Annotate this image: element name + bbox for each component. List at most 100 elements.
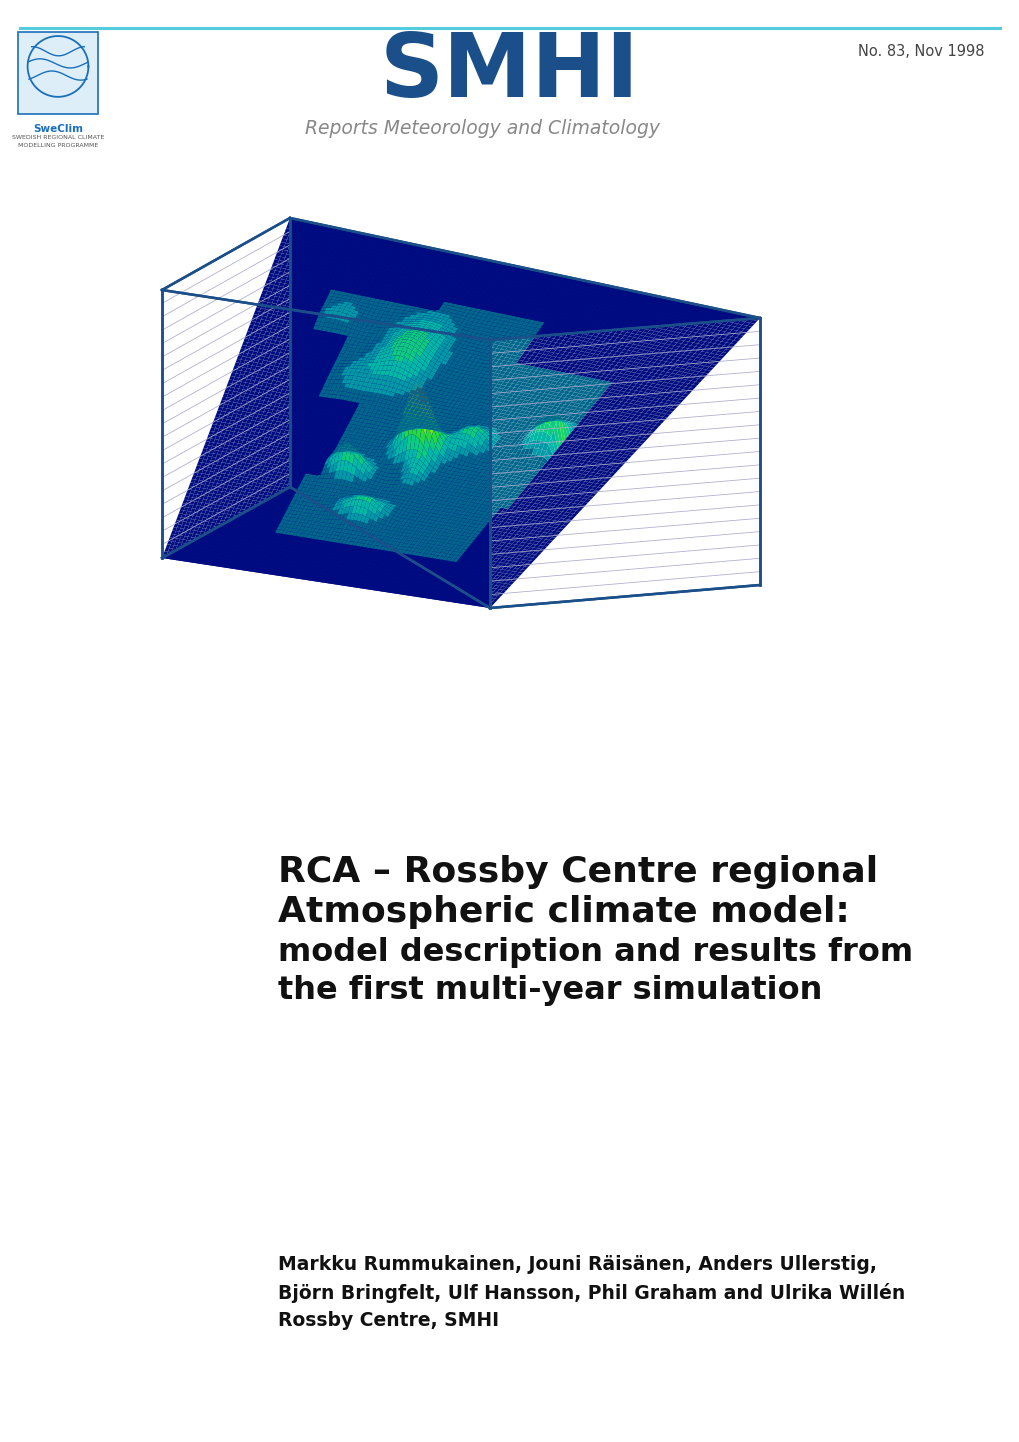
Polygon shape — [391, 360, 397, 366]
Polygon shape — [342, 460, 348, 472]
Polygon shape — [512, 506, 518, 510]
Polygon shape — [292, 479, 299, 483]
Polygon shape — [569, 300, 576, 303]
Polygon shape — [350, 306, 356, 310]
Polygon shape — [393, 590, 399, 594]
Polygon shape — [559, 297, 566, 301]
Polygon shape — [535, 375, 542, 378]
Polygon shape — [522, 322, 528, 326]
Polygon shape — [231, 558, 236, 562]
Polygon shape — [443, 539, 449, 544]
Polygon shape — [594, 330, 601, 333]
Polygon shape — [419, 467, 425, 474]
Polygon shape — [422, 567, 428, 571]
Polygon shape — [679, 362, 686, 365]
Polygon shape — [529, 425, 535, 434]
Polygon shape — [434, 342, 440, 348]
Polygon shape — [495, 521, 501, 525]
Polygon shape — [332, 373, 338, 376]
Polygon shape — [245, 547, 250, 549]
Polygon shape — [305, 412, 311, 417]
Polygon shape — [211, 486, 216, 490]
Polygon shape — [281, 323, 286, 327]
Polygon shape — [494, 565, 500, 570]
Polygon shape — [507, 564, 514, 568]
Polygon shape — [384, 469, 390, 473]
Polygon shape — [207, 434, 212, 438]
Polygon shape — [207, 486, 212, 489]
Polygon shape — [455, 496, 462, 500]
Polygon shape — [271, 326, 277, 330]
Polygon shape — [520, 268, 527, 271]
Polygon shape — [731, 316, 738, 320]
Polygon shape — [207, 456, 212, 460]
Polygon shape — [346, 451, 352, 453]
Polygon shape — [410, 319, 416, 322]
Polygon shape — [533, 363, 540, 368]
Polygon shape — [408, 448, 414, 460]
Polygon shape — [361, 262, 367, 267]
Polygon shape — [365, 534, 370, 538]
Polygon shape — [467, 561, 473, 564]
Polygon shape — [430, 311, 437, 314]
Polygon shape — [406, 575, 411, 578]
Polygon shape — [540, 418, 546, 423]
Polygon shape — [510, 348, 516, 352]
Polygon shape — [359, 369, 365, 373]
Polygon shape — [596, 306, 603, 309]
Polygon shape — [379, 554, 384, 557]
Polygon shape — [597, 366, 604, 369]
Polygon shape — [427, 335, 433, 339]
Polygon shape — [316, 239, 322, 244]
Polygon shape — [390, 480, 395, 485]
Polygon shape — [382, 575, 388, 578]
Polygon shape — [309, 366, 315, 371]
Polygon shape — [231, 474, 236, 479]
Polygon shape — [444, 564, 450, 568]
Polygon shape — [263, 379, 268, 384]
Polygon shape — [485, 567, 491, 571]
Polygon shape — [351, 369, 357, 372]
Polygon shape — [454, 401, 461, 405]
Polygon shape — [313, 549, 318, 554]
Polygon shape — [366, 555, 372, 558]
Polygon shape — [313, 431, 318, 435]
Polygon shape — [524, 502, 530, 506]
Polygon shape — [565, 349, 572, 352]
Polygon shape — [324, 508, 330, 512]
Polygon shape — [729, 336, 736, 340]
Polygon shape — [452, 482, 459, 486]
Polygon shape — [203, 549, 208, 554]
Polygon shape — [651, 337, 658, 342]
Polygon shape — [416, 580, 422, 584]
Polygon shape — [327, 453, 332, 456]
Polygon shape — [461, 456, 467, 461]
Polygon shape — [664, 309, 672, 313]
Polygon shape — [656, 356, 663, 360]
Polygon shape — [627, 316, 634, 319]
Polygon shape — [377, 440, 382, 444]
Polygon shape — [542, 414, 548, 418]
Polygon shape — [535, 473, 541, 476]
Polygon shape — [340, 565, 346, 568]
Polygon shape — [493, 593, 499, 596]
Polygon shape — [548, 523, 554, 526]
Polygon shape — [481, 313, 487, 317]
Polygon shape — [448, 523, 453, 526]
Polygon shape — [411, 506, 417, 510]
Polygon shape — [240, 356, 247, 360]
Polygon shape — [529, 294, 536, 298]
Polygon shape — [271, 457, 276, 461]
Polygon shape — [447, 309, 454, 313]
Polygon shape — [251, 474, 256, 479]
Polygon shape — [322, 565, 327, 570]
Polygon shape — [622, 392, 629, 395]
Polygon shape — [707, 329, 715, 333]
Polygon shape — [246, 401, 251, 405]
Polygon shape — [419, 567, 425, 571]
Polygon shape — [519, 518, 525, 522]
Polygon shape — [318, 539, 324, 544]
Polygon shape — [427, 495, 433, 499]
Polygon shape — [400, 339, 407, 343]
Polygon shape — [451, 326, 458, 332]
